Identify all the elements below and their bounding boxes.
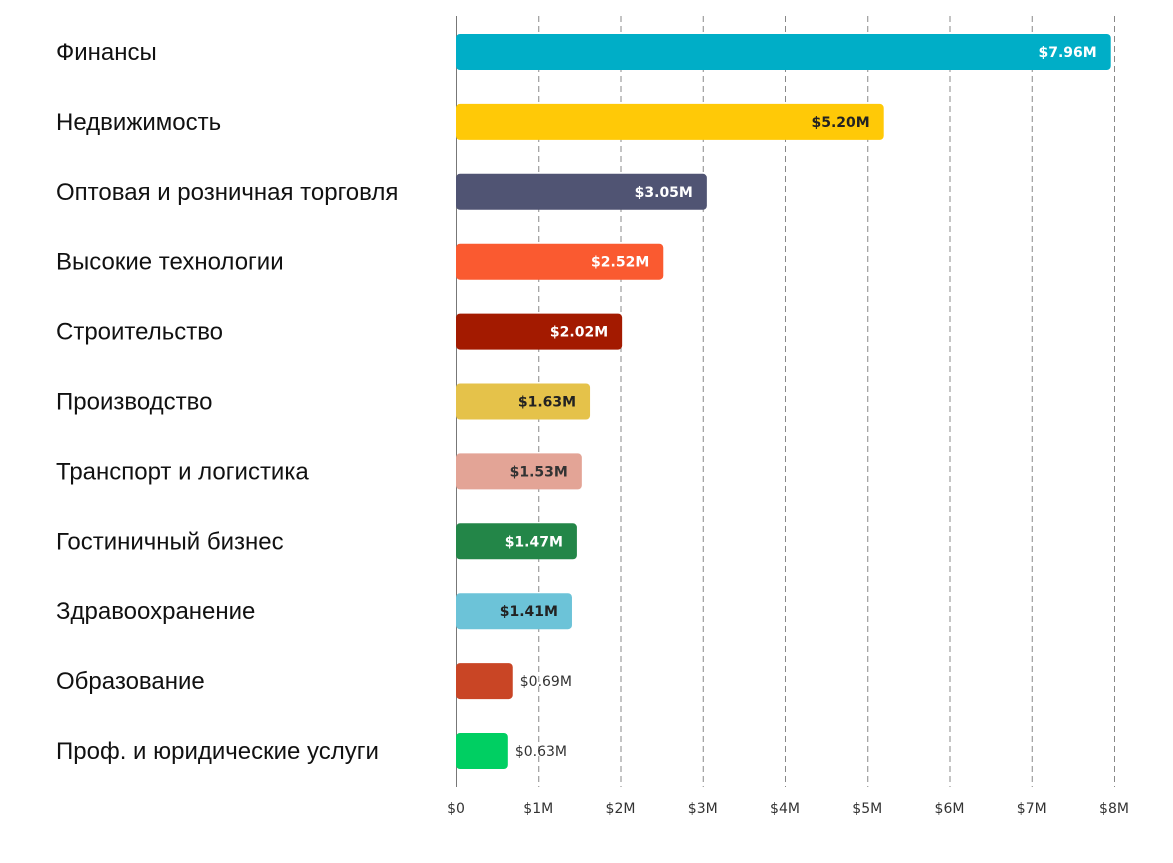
x-tick-label: $6M bbox=[935, 801, 965, 817]
value-label: $2.02M bbox=[550, 325, 608, 341]
category-label: Образование bbox=[56, 668, 205, 695]
value-label: $0.63M bbox=[515, 744, 567, 760]
bar bbox=[456, 103, 884, 140]
value-label: $1.63M bbox=[518, 395, 576, 411]
x-tick-label: $4M bbox=[770, 801, 800, 817]
bar bbox=[456, 313, 623, 350]
bar bbox=[456, 383, 591, 420]
x-axis-ticks: $0 $1M $2M $3M $4M $5M $6M $7M $8M bbox=[447, 801, 1129, 817]
category-label: Производство bbox=[56, 389, 212, 416]
category-label: Гостиничный бизнес bbox=[56, 528, 284, 555]
bar bbox=[456, 173, 707, 210]
category-label: Финансы bbox=[56, 39, 157, 66]
category-label: Транспорт и логистика bbox=[56, 458, 309, 485]
category-label: Строительство bbox=[56, 319, 223, 346]
bar bbox=[456, 34, 1111, 70]
value-label: $1.47M bbox=[505, 534, 563, 550]
bar bbox=[456, 663, 513, 700]
value-label: $1.41M bbox=[500, 604, 558, 620]
value-label: $2.52M bbox=[591, 255, 649, 271]
bar bbox=[456, 593, 572, 630]
x-tick-label: $5M bbox=[852, 801, 882, 817]
bar bbox=[456, 453, 582, 490]
category-label: Проф. и юридические услуги bbox=[56, 738, 379, 765]
value-label: $3.05M bbox=[635, 185, 693, 201]
bar bbox=[456, 523, 577, 560]
value-label: $0.69M bbox=[520, 674, 572, 690]
x-tick-label: $1M bbox=[523, 801, 553, 817]
x-tick-label: $2M bbox=[606, 801, 636, 817]
value-label: $7.96M bbox=[1038, 45, 1096, 61]
x-tick-label: $7M bbox=[1017, 801, 1047, 817]
value-label: $1.53M bbox=[510, 464, 568, 480]
x-tick-label: $8M bbox=[1099, 801, 1129, 817]
x-tick-label: $0 bbox=[447, 801, 465, 817]
bar bbox=[456, 243, 664, 280]
category-labels: Финансы Недвижимость Оптовая и розничная т… bbox=[56, 39, 398, 765]
category-label: Высокие технологии bbox=[56, 249, 284, 276]
category-label: Недвижимость bbox=[56, 109, 221, 136]
value-label: $5.20M bbox=[811, 115, 869, 131]
value-labels: $7.96M $5.20M $3.05M $2.52M $2.02M $1.63M $1.5… bbox=[500, 45, 1097, 760]
category-label: Здравоохранение bbox=[56, 598, 255, 625]
category-label: Оптовая и розничная торговля bbox=[56, 179, 398, 206]
bars bbox=[456, 34, 1111, 769]
bar bbox=[456, 733, 508, 769]
x-tick-label: $3M bbox=[688, 801, 718, 817]
